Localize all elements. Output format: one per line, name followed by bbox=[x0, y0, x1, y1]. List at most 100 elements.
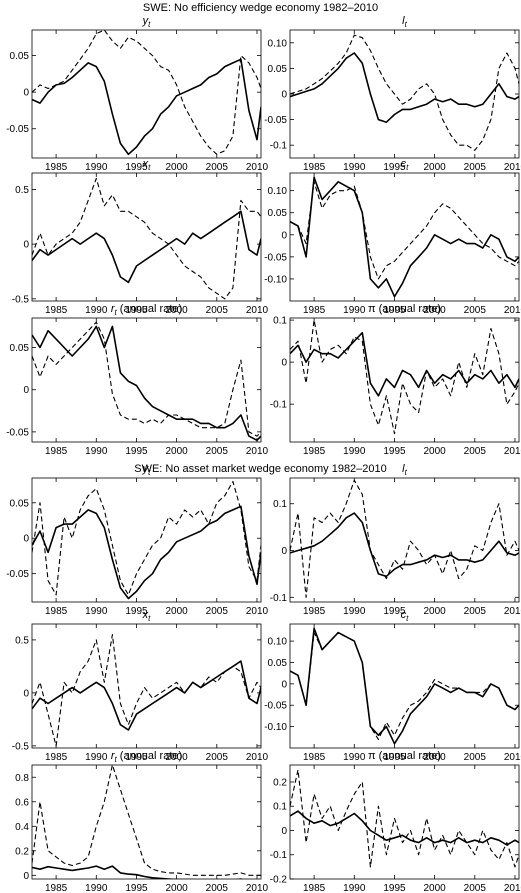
x-tick-label: 2005 bbox=[464, 606, 487, 617]
y-tick-label: -0.2 bbox=[270, 875, 288, 886]
subplot-11: rt (annual rate) 1985 1990 1995 2000 2005 2010… bbox=[15, 750, 268, 893]
x-tick-label: 1990 bbox=[85, 883, 108, 893]
axes-frame bbox=[289, 764, 520, 880]
axes-frame bbox=[289, 623, 520, 749]
y-tick-label: 0.6 bbox=[15, 797, 29, 808]
subplot-title: ct bbox=[401, 158, 410, 172]
y-tick-label: 0.05 bbox=[10, 51, 30, 62]
x-tick-label: 2010 bbox=[504, 162, 521, 173]
y-tick-label: -0.05 bbox=[6, 427, 29, 438]
y-tick-label: 0.05 bbox=[268, 64, 288, 75]
x-tick-label: 2005 bbox=[206, 606, 229, 617]
y-tick-label: 0 bbox=[281, 826, 287, 837]
y-tick-label: 0 bbox=[281, 546, 287, 557]
y-tick-label: 0.5 bbox=[15, 635, 29, 646]
y-tick-label: 0.1 bbox=[273, 499, 287, 510]
axes-frame bbox=[31, 317, 262, 443]
x-tick-label: 1995 bbox=[125, 162, 148, 173]
subplot-title: rt (annual rate) bbox=[111, 750, 182, 764]
y-tick-label: -0.5 bbox=[12, 294, 30, 305]
y-tick-label: 0 bbox=[23, 88, 29, 99]
y-tick-label: 0.05 bbox=[268, 208, 288, 219]
x-tick-label: 2010 bbox=[504, 883, 521, 893]
series-solid-line bbox=[290, 176, 519, 298]
x-tick-label: 1985 bbox=[303, 305, 326, 316]
y-tick-label: -0.10 bbox=[264, 274, 287, 285]
x-tick-label: 1985 bbox=[303, 883, 326, 893]
series-dashed-line bbox=[32, 765, 261, 876]
series-solid-line bbox=[290, 331, 519, 397]
x-tick-label: 1985 bbox=[303, 446, 326, 457]
subplot-6: π (annual rate) 1985 1990 1995 2000 2005 2010 -… bbox=[270, 303, 521, 457]
x-tick-label: 1995 bbox=[383, 162, 406, 173]
series-dashed-line bbox=[32, 177, 261, 300]
y-tick-label: -0.10 bbox=[264, 722, 287, 733]
series-solid-line bbox=[290, 810, 519, 846]
series-dashed-line bbox=[290, 479, 519, 598]
x-tick-label: 1990 bbox=[343, 883, 366, 893]
x-tick-label: 1990 bbox=[343, 305, 366, 316]
x-tick-label: 2010 bbox=[246, 305, 269, 316]
y-tick-label: 0 bbox=[23, 385, 29, 396]
subplot-7: yt 1985 1990 1995 2000 2005 2010 -0.05 0 0.05 bbox=[6, 463, 268, 617]
x-tick-label: 2005 bbox=[206, 446, 229, 457]
series-dashed-line bbox=[32, 30, 261, 155]
series-dashed-line bbox=[290, 632, 519, 740]
x-tick-label: 2010 bbox=[504, 446, 521, 457]
x-tick-label: 2010 bbox=[246, 606, 269, 617]
x-tick-label: 1985 bbox=[45, 162, 68, 173]
y-tick-label: 0.05 bbox=[10, 498, 30, 509]
x-tick-label: 1995 bbox=[383, 446, 406, 457]
series-solid-line bbox=[32, 325, 261, 442]
y-tick-label: -0.5 bbox=[12, 741, 30, 752]
y-tick-label: 0.5 bbox=[15, 185, 29, 196]
x-tick-label: 1995 bbox=[125, 305, 148, 316]
x-tick-label: 1995 bbox=[125, 446, 148, 457]
section-title-asset-market: SWE: No asset market wedge economy 1982–… bbox=[134, 463, 387, 475]
x-tick-label: 2005 bbox=[206, 162, 229, 173]
y-tick-label: 0 bbox=[281, 358, 287, 369]
subplot-12: π (annual rate) 1985 1990 1995 2000 2005 2010 -… bbox=[270, 750, 521, 893]
y-tick-label: 0.2 bbox=[15, 846, 29, 857]
subplot-8: lt 1985 1990 1995 2000 2005 2010 -0.1 0 0.1 bbox=[270, 463, 521, 617]
subplot-4: ct 1985 1990 1995 2000 2005 2010 -0.10 -0.05 0 0.0… bbox=[264, 158, 521, 316]
series-dashed-line bbox=[290, 319, 519, 435]
axes-frame bbox=[31, 477, 262, 603]
x-tick-label: 1995 bbox=[383, 752, 406, 763]
y-tick-label: 0.10 bbox=[268, 637, 288, 648]
series-dashed-line bbox=[290, 181, 519, 280]
subplot-title: lt bbox=[402, 463, 407, 477]
x-tick-label: 2000 bbox=[424, 305, 447, 316]
y-tick-label: -0.1 bbox=[270, 593, 288, 604]
subplot-2: lt 1985 1990 1995 2000 2005 2010 -0.1 -0.05 0 0.05… bbox=[264, 15, 521, 173]
y-tick-label: 0.4 bbox=[15, 822, 29, 833]
x-tick-label: 2000 bbox=[166, 446, 189, 457]
series-solid-line bbox=[32, 210, 261, 284]
x-tick-label: 1990 bbox=[85, 446, 108, 457]
series-dashed-line bbox=[32, 634, 261, 747]
axes-frame bbox=[31, 764, 262, 880]
subplot-title: ct bbox=[401, 609, 410, 623]
y-tick-label: 0 bbox=[23, 240, 29, 251]
axes-frame bbox=[31, 623, 262, 749]
x-tick-label: 1985 bbox=[303, 162, 326, 173]
subplot-title: yt bbox=[142, 15, 152, 29]
x-tick-label: 1990 bbox=[343, 606, 366, 617]
series-solid-line bbox=[290, 512, 519, 578]
subplot-3: xt 1985 1990 1995 2000 2005 2010 -0.5 0 0.5 bbox=[12, 158, 269, 316]
subplot-title: yt bbox=[142, 463, 152, 477]
y-tick-label: -0.05 bbox=[264, 115, 287, 126]
x-tick-label: 1995 bbox=[125, 606, 148, 617]
subplot-title: rt (annual rate) bbox=[111, 303, 182, 317]
x-tick-label: 2010 bbox=[246, 752, 269, 763]
x-tick-label: 2000 bbox=[166, 305, 189, 316]
y-tick-label: 0.1 bbox=[273, 316, 287, 327]
x-tick-label: 1985 bbox=[303, 606, 326, 617]
y-tick-label: 0 bbox=[281, 90, 287, 101]
x-tick-label: 2005 bbox=[464, 752, 487, 763]
axes-frame bbox=[31, 172, 262, 302]
x-tick-label: 2010 bbox=[246, 446, 269, 457]
x-tick-label: 1990 bbox=[85, 606, 108, 617]
y-tick-label: -0.05 bbox=[6, 124, 29, 135]
